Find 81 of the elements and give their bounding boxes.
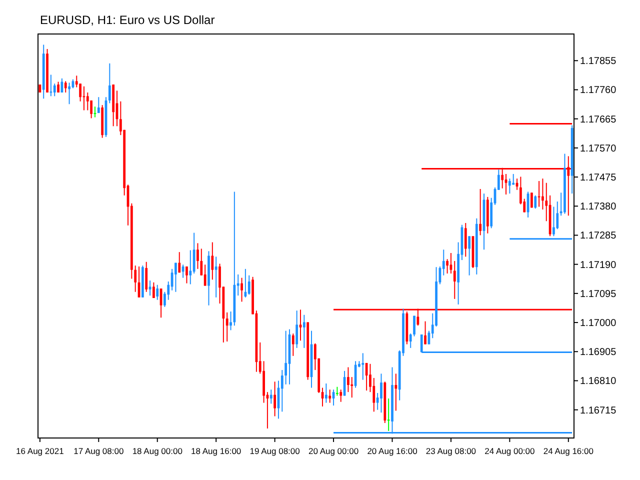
y-tick-label: 1.17095 <box>580 288 617 300</box>
x-tick-label: 20 Aug 16:00 <box>367 446 418 456</box>
candlestick <box>226 312 228 342</box>
candlestick <box>145 261 148 292</box>
candlestick <box>192 232 196 274</box>
y-tick-label: 1.17000 <box>580 318 617 330</box>
candlestick <box>324 382 328 404</box>
y-tick-label: 1.16715 <box>580 405 617 416</box>
candlestick <box>328 389 332 404</box>
candlestick <box>380 373 382 414</box>
candlestick <box>86 92 89 111</box>
candlestick <box>64 80 67 93</box>
x-tick-label: 24 Aug 16:00 <box>543 446 594 456</box>
y-tick-label: 1.16810 <box>580 376 617 388</box>
candlestick <box>189 250 192 285</box>
candlestick <box>186 266 188 284</box>
candlestick <box>508 178 511 194</box>
candlestick <box>542 178 544 210</box>
chart-title: EURUSD, H1: Euro vs US Dollar <box>40 13 215 27</box>
y-tick-label: 1.16905 <box>580 347 617 358</box>
candlestick <box>90 100 92 119</box>
candlestick <box>274 381 276 417</box>
candlestick <box>394 373 398 412</box>
candlestick <box>284 330 288 385</box>
candlestick <box>464 222 467 258</box>
y-tick-label: 1.17190 <box>580 260 617 271</box>
y-tick-label: 1.17475 <box>580 172 617 184</box>
y-tick-label: 1.17665 <box>580 114 617 126</box>
candlestick <box>362 352 364 380</box>
x-tick-label: 17 Aug 08:00 <box>74 446 124 456</box>
candlestick <box>280 370 284 412</box>
candlestick <box>299 309 302 342</box>
candlestick <box>178 252 181 274</box>
y-tick-label: 1.17760 <box>580 85 617 96</box>
candlestick <box>156 284 159 300</box>
candlestick <box>453 260 456 300</box>
candlestick <box>108 62 111 104</box>
x-tick-label: 16 Aug 2021 <box>16 446 64 456</box>
x-tick-label: 20 Aug 00:00 <box>308 446 359 456</box>
candlestick <box>424 320 426 345</box>
x-tick-label: 24 Aug 00:00 <box>484 446 536 456</box>
candlestick <box>292 333 294 356</box>
candlestick <box>248 274 250 296</box>
candlestick <box>347 366 350 393</box>
candlestick <box>302 314 306 348</box>
candlestick <box>446 258 448 274</box>
candlestick <box>97 96 100 114</box>
candlestick <box>174 262 177 292</box>
x-tick-label: 23 Aug 08:00 <box>426 446 476 456</box>
candlestick <box>530 192 533 208</box>
candlestick <box>50 74 52 97</box>
candlestick <box>214 256 218 298</box>
candlestick <box>350 376 354 398</box>
candlestick <box>552 206 555 237</box>
candlestick <box>270 389 272 404</box>
candlestick <box>534 194 537 210</box>
x-tick-label: 18 Aug 00:00 <box>132 446 183 456</box>
candlestick <box>53 83 56 97</box>
x-tick-label: 19 Aug 08:00 <box>250 446 300 456</box>
candlestick <box>479 188 482 236</box>
y-tick-label: 1.17570 <box>580 143 617 154</box>
candlestick <box>79 83 82 102</box>
candlestick <box>204 264 206 286</box>
y-tick-label: 1.17285 <box>580 230 617 242</box>
candlestick <box>211 242 214 280</box>
candlestick <box>152 282 155 299</box>
candlestick <box>134 265 137 292</box>
candlestick <box>296 310 298 348</box>
candlestick <box>68 82 70 105</box>
candlestick <box>413 315 416 337</box>
candlestick <box>240 277 243 302</box>
candlestick <box>387 398 390 432</box>
x-tick-label: 18 Aug 16:00 <box>191 446 242 456</box>
candlestick <box>196 242 199 270</box>
y-tick-label: 1.17855 <box>580 56 617 68</box>
candlestick <box>409 333 412 348</box>
candlestick <box>340 389 342 402</box>
candlestick <box>148 280 152 296</box>
candlestick <box>468 236 471 276</box>
candlestick <box>372 377 376 412</box>
y-tick-label: 1.17380 <box>580 202 617 213</box>
